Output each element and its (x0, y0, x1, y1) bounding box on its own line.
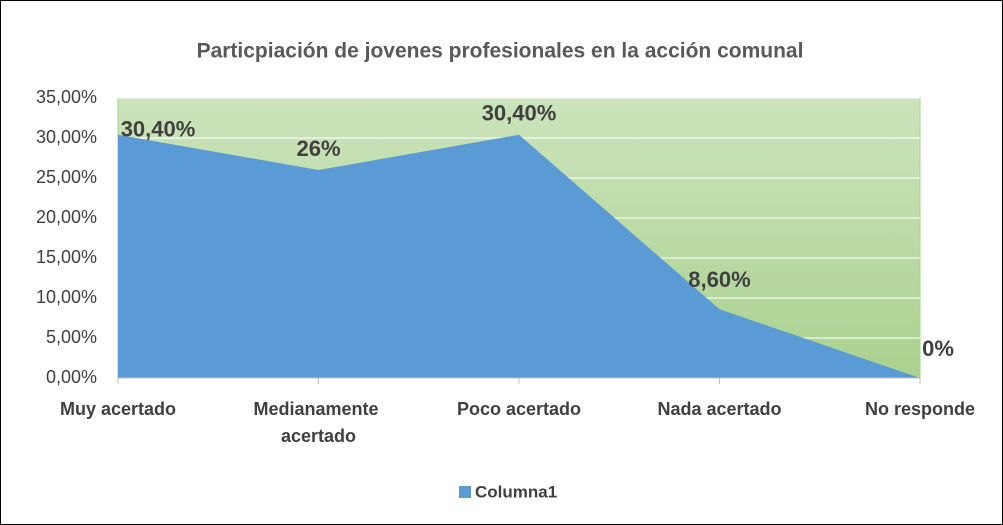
data-label: 30,40% (121, 117, 196, 142)
data-label: 8,60% (688, 267, 750, 292)
x-tick-label-line: Medianamente (253, 399, 383, 419)
y-tick-label: 30,00% (36, 127, 97, 147)
x-tick-label-line: acertado (281, 426, 356, 446)
x-tick-label: Medianamente acertado (253, 399, 383, 446)
x-tick-label: Muy acertado (60, 399, 176, 419)
x-tick-label: No responde (865, 399, 975, 419)
y-tick-label: 5,00% (46, 327, 97, 347)
x-tick-label: Nada acertado (657, 399, 781, 419)
y-tick-label: 0,00% (46, 367, 97, 387)
data-label: 26% (296, 136, 340, 161)
data-label: 30,40% (482, 101, 557, 126)
x-tick-label: Poco acertado (457, 399, 581, 419)
y-tick-label: 15,00% (36, 247, 97, 267)
y-tick-label: 20,00% (36, 207, 97, 227)
y-tick-label: 10,00% (36, 287, 97, 307)
y-tick-label: 35,00% (36, 87, 97, 107)
y-tick-label: 25,00% (36, 167, 97, 187)
legend-label: Columna1 (475, 482, 557, 501)
legend-swatch (459, 486, 471, 498)
data-label: 0% (922, 336, 954, 361)
area (118, 134, 920, 378)
chart-title: Particpiación de jovenes profesionales e… (197, 40, 804, 63)
